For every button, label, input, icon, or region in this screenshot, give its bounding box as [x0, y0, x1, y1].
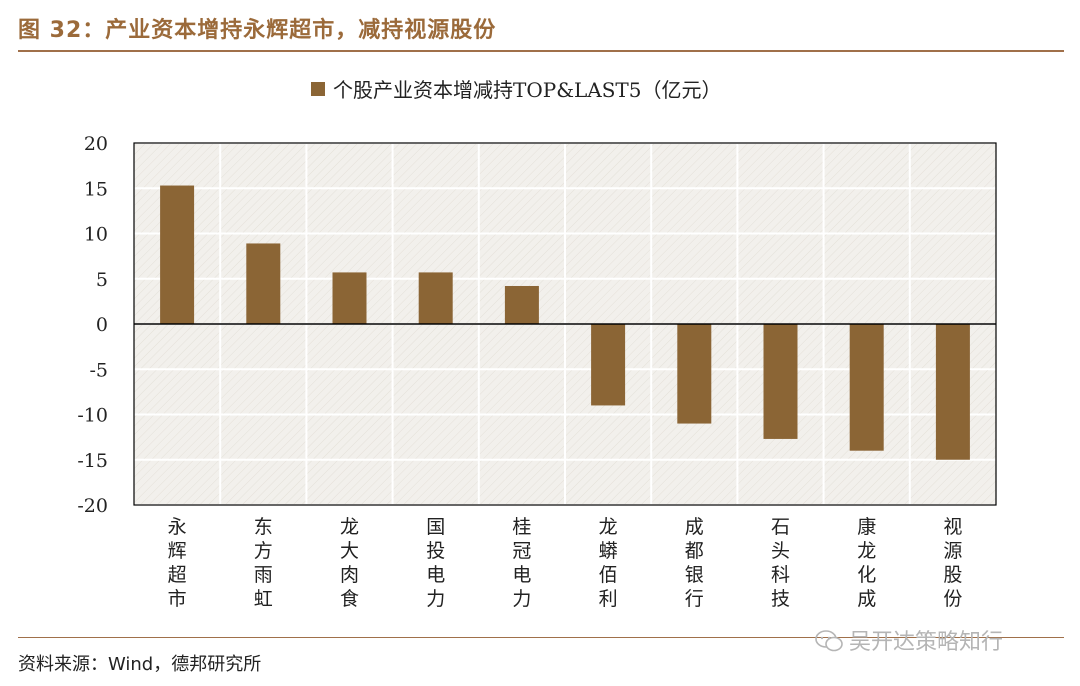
- bar: [591, 324, 626, 406]
- bar: [504, 285, 539, 324]
- x-tick-label: 康龙化成: [857, 516, 876, 610]
- bar-chart: 20 15 10 5 0 -5 -10 -15 -20 永辉超市 东方雨虹 龙大肉食 国投电力 桂冠电力 龙…: [77, 78, 997, 610]
- x-tick-label: 永辉超市: [168, 516, 187, 610]
- bar: [332, 272, 367, 324]
- y-tick-label: -20: [77, 495, 108, 517]
- y-tick-label: -5: [89, 359, 108, 381]
- x-tick-label: 东方雨虹: [254, 516, 273, 610]
- x-tick-label: 龙蟒佰利: [599, 516, 618, 610]
- y-tick-label: 15: [84, 178, 108, 200]
- bar: [935, 324, 970, 460]
- y-tick-label: 5: [96, 269, 108, 291]
- x-tick-label: 成都银行: [685, 516, 704, 610]
- bar: [763, 324, 798, 439]
- y-tick-label: -15: [77, 450, 108, 472]
- figure-title: 图 32：产业资本增持永辉超市，减持视源股份: [18, 18, 497, 43]
- watermark: 吴开达策略知行: [815, 624, 1003, 656]
- x-tick-label: 石头科技: [771, 516, 790, 610]
- plot-border: [133, 142, 997, 506]
- legend-swatch: [311, 82, 325, 96]
- chat-bubbles-icon: [815, 630, 843, 652]
- bar: [418, 272, 453, 324]
- y-tick-label: 20: [84, 133, 108, 155]
- x-tick-label: 龙大肉食: [340, 516, 359, 610]
- x-tick-label: 国投电力: [426, 516, 445, 610]
- bar: [246, 243, 281, 324]
- x-tick-label: 视源股份: [943, 516, 962, 610]
- y-tick-label: 10: [84, 224, 108, 246]
- footer-rule: [18, 637, 1064, 638]
- y-tick-label: -10: [77, 405, 108, 427]
- bar: [677, 324, 712, 424]
- source-note: 资料来源：Wind，德邦研究所: [18, 654, 262, 675]
- x-tick-label: 桂冠电力: [512, 516, 531, 610]
- watermark-text: 吴开达策略知行: [849, 630, 1004, 655]
- bar: [849, 324, 884, 451]
- title-rule: [18, 50, 1064, 52]
- bar: [160, 185, 195, 324]
- y-tick-label: 0: [96, 314, 108, 336]
- legend-label: 个股产业资本增减持TOP&LAST5（亿元）: [333, 78, 722, 102]
